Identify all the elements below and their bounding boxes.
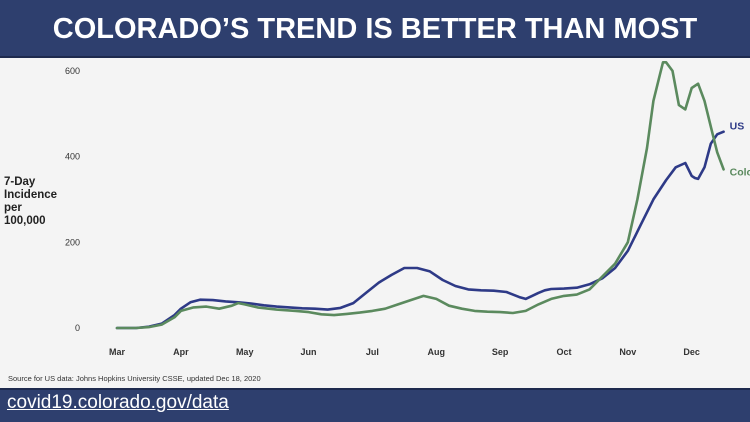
x-tick-label: Mar (109, 347, 126, 357)
x-tick-label: Nov (619, 347, 636, 357)
y-axis-label-line: 100,000 (4, 215, 46, 227)
x-tick-label: Apr (173, 347, 189, 357)
x-tick-label: Jul (366, 347, 379, 357)
x-axis-ticks: Mar Apr May Jun Jul Aug Sep Oct Nov Dec (109, 347, 700, 357)
line-chart: 0 200 400 600 Mar Apr May Jun Jul Aug Sep Oct Nov De… (65, 61, 750, 357)
x-tick-label: Aug (428, 347, 446, 357)
y-tick-label: 600 (65, 66, 80, 76)
y-axis-label-line: Incidence (4, 189, 58, 201)
series-line-us (115, 130, 725, 330)
page-title: COLORADO’S TREND IS BETTER THAN MOST STA… (52, 13, 698, 103)
banner-divider (0, 56, 750, 58)
series-labels: US Colorado (730, 121, 750, 179)
footer-divider (0, 388, 750, 390)
source-note: Source for US data: Johns Hopkins Univer… (8, 374, 261, 383)
x-tick-label: Jun (301, 347, 317, 357)
y-axis-label-line: per (4, 202, 22, 214)
series-label-us: US (730, 121, 745, 133)
y-tick-label: 400 (65, 152, 80, 162)
chart-area (0, 58, 750, 388)
series-label-colorado: Colorado (730, 166, 750, 178)
x-tick-label: Oct (556, 347, 571, 357)
y-axis-label: 7-Day Incidence per 100,000 (4, 176, 74, 228)
x-tick-label: Dec (683, 347, 700, 357)
y-tick-label: 0 (75, 323, 80, 333)
title-banner (0, 0, 750, 58)
x-tick-label: May (236, 347, 254, 357)
series-line-colorado (115, 61, 725, 330)
series-lines (115, 61, 725, 330)
x-tick-label: Sep (492, 347, 509, 357)
data-website-link[interactable]: covid19.colorado.gov/data (7, 392, 229, 413)
y-axis-ticks: 0 200 400 600 (65, 66, 80, 333)
y-tick-label: 200 (65, 237, 80, 247)
footer-banner (0, 388, 750, 422)
y-axis-label-line: 7-Day (4, 176, 36, 188)
